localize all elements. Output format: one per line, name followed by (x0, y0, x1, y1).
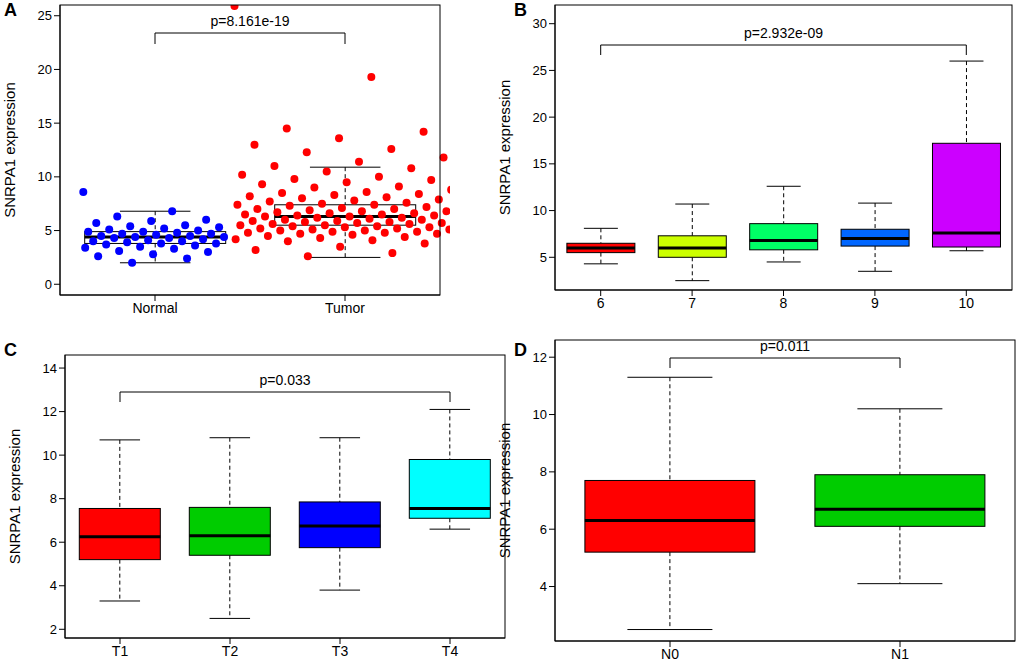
svg-text:N1: N1 (891, 646, 909, 662)
svg-text:T4: T4 (442, 643, 459, 659)
svg-text:30: 30 (533, 16, 547, 31)
svg-text:5: 5 (540, 250, 547, 265)
svg-text:4: 4 (50, 578, 57, 593)
svg-text:9: 9 (871, 295, 879, 311)
svg-text:p=0.011: p=0.011 (760, 338, 810, 354)
svg-text:15: 15 (38, 116, 52, 131)
svg-text:25: 25 (38, 8, 52, 23)
svg-text:10: 10 (43, 448, 57, 463)
svg-text:6: 6 (597, 295, 605, 311)
svg-text:10: 10 (533, 407, 547, 422)
svg-text:T3: T3 (332, 643, 349, 659)
svg-text:SNRPA1 expression: SNRPA1 expression (8, 82, 18, 218)
svg-text:0: 0 (45, 277, 52, 292)
svg-text:6: 6 (50, 535, 57, 550)
svg-text:7: 7 (688, 295, 696, 311)
svg-text:T1: T1 (112, 643, 129, 659)
svg-text:SNRPA1 expression: SNRPA1 expression (496, 80, 513, 216)
svg-text:10: 10 (38, 169, 52, 184)
svg-text:4: 4 (540, 579, 547, 594)
svg-text:8: 8 (540, 464, 547, 479)
svg-text:A: A (8, 0, 17, 20)
svg-text:20: 20 (533, 110, 547, 125)
svg-text:SNRPA1 expression: SNRPA1 expression (496, 423, 513, 559)
svg-text:Tumor: Tumor (325, 300, 365, 316)
svg-text:B: B (514, 0, 527, 20)
svg-text:25: 25 (533, 63, 547, 78)
svg-text:p=8.161e-19: p=8.161e-19 (210, 13, 289, 29)
svg-text:15: 15 (533, 156, 547, 171)
svg-text:p=0.033: p=0.033 (260, 372, 311, 388)
svg-text:SNRPA1 expression: SNRPA1 expression (8, 429, 23, 565)
svg-text:p=2.932e-09: p=2.932e-09 (744, 25, 823, 41)
svg-text:10: 10 (533, 203, 547, 218)
svg-text:5: 5 (45, 223, 52, 238)
svg-text:N0: N0 (661, 646, 679, 662)
svg-text:Normal: Normal (132, 300, 177, 316)
svg-text:T2: T2 (222, 643, 239, 659)
svg-text:6: 6 (540, 522, 547, 537)
svg-text:14: 14 (43, 361, 57, 376)
svg-text:8: 8 (50, 491, 57, 506)
svg-text:D: D (514, 340, 527, 360)
svg-text:20: 20 (38, 62, 52, 77)
svg-text:C: C (8, 340, 17, 360)
svg-text:8: 8 (780, 295, 788, 311)
svg-text:2: 2 (50, 622, 57, 637)
svg-text:12: 12 (533, 350, 547, 365)
svg-text:10: 10 (959, 295, 975, 311)
svg-text:12: 12 (43, 404, 57, 419)
